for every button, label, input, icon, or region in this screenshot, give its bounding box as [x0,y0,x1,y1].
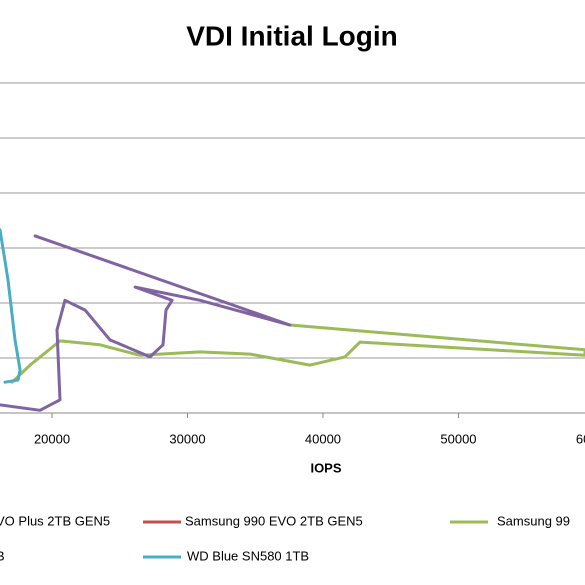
x-axis-label: IOPS [310,460,341,475]
legend-label: Samsung 990 EVO 2TB GEN5 [185,513,363,528]
legend-label: Samsung 99 [497,513,570,528]
legend-label: VO Plus 2TB GEN5 [0,513,110,528]
series-line [10,323,585,384]
x-tick-label: 60000 [576,431,585,446]
x-tick-label: 20000 [34,431,70,446]
x-tick-label: 40000 [305,431,341,446]
legend-label: B [0,548,5,563]
legend-label: WD Blue SN580 1TB [187,548,309,563]
series-line [0,228,22,384]
series-line [0,234,292,412]
chart-title: VDI Initial Login [186,20,398,51]
x-tick-label: 50000 [440,431,476,446]
x-tick-label: 30000 [169,431,205,446]
